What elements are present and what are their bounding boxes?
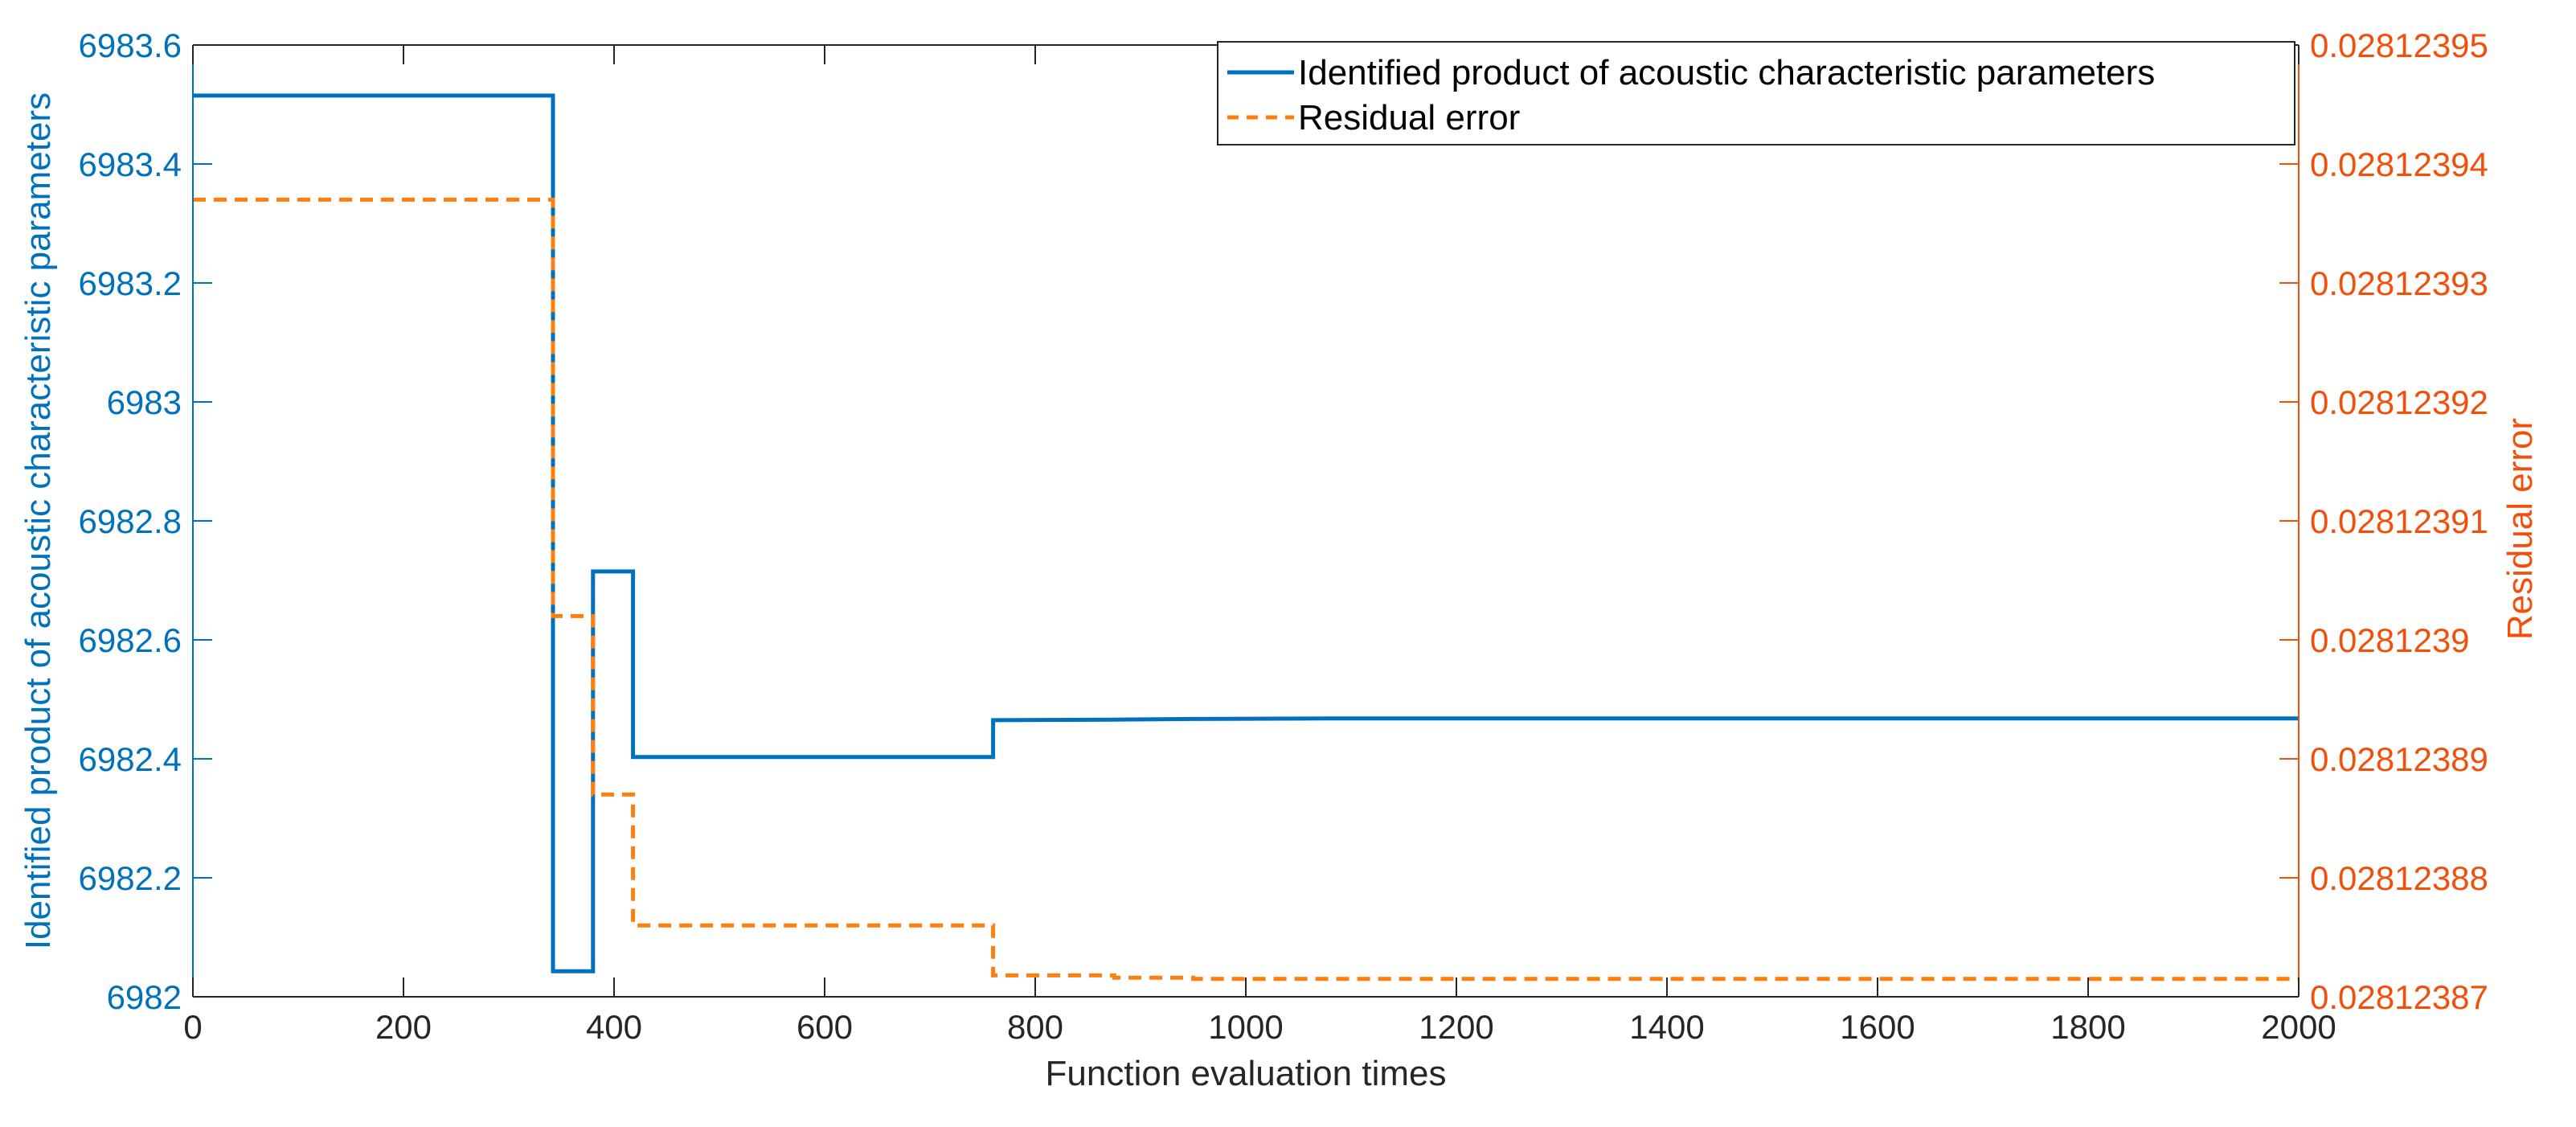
legend-box xyxy=(1217,41,2295,145)
left-y-tick-label: 6982.2 xyxy=(79,859,182,897)
left-y-axis: 6982 6982.2 6982.4 6982.6 6982.8 6983 6983.2 69… xyxy=(79,27,212,1016)
left-y-tick-label: 6982 xyxy=(107,978,182,1016)
legend-label-identified-product: Identified product of acoustic character… xyxy=(1298,53,2155,92)
right-y-tick-label: 0.02812389 xyxy=(2310,740,2488,778)
right-y-tick-label: 0.0281239 xyxy=(2310,621,2470,659)
right-y-tick-label: 0.02812387 xyxy=(2310,978,2488,1016)
x-tick-label: 2000 xyxy=(2261,1008,2336,1046)
x-tick-label: 800 xyxy=(1007,1008,1063,1046)
legend-label-residual-error: Residual error xyxy=(1298,98,1520,137)
series-layer xyxy=(193,93,2299,982)
right-y-tick-label: 0.02812395 xyxy=(2310,27,2488,64)
right-y-axis: 0.02812387 0.02812388 0.02812389 0.0281239 0… xyxy=(2279,27,2488,1016)
x-axis: 0 200 400 600 800 1000 1200 1400 1600 1800 2000 xyxy=(183,44,2336,1046)
x-tick-label: 1000 xyxy=(1208,1008,1283,1046)
series-line-identified-product xyxy=(193,93,2299,973)
left-y-tick-label: 6982.6 xyxy=(79,621,182,659)
right-y-tick-label: 0.02812394 xyxy=(2310,145,2488,183)
plot-area xyxy=(193,45,2299,997)
left-y-tick-label: 6983 xyxy=(107,383,182,421)
x-tick-label: 200 xyxy=(375,1008,432,1046)
x-tick-label: 600 xyxy=(797,1008,853,1046)
left-y-axis-label: Identified product of acoustic character… xyxy=(18,92,58,949)
right-y-tick-label: 0.02812392 xyxy=(2310,383,2488,421)
series-line-residual-error xyxy=(193,197,2299,982)
left-y-tick-label: 6983.2 xyxy=(79,264,182,302)
right-y-tick-label: 0.02812393 xyxy=(2310,264,2488,302)
left-y-tick-label: 6983.4 xyxy=(79,145,182,183)
legend: Identified product of acoustic character… xyxy=(1217,41,2295,145)
left-y-tick-label: 6983.6 xyxy=(79,27,182,64)
x-axis-label: Function evaluation times xyxy=(1046,1054,1447,1093)
left-y-tick-label: 6982.4 xyxy=(79,740,182,778)
x-tick-label: 1600 xyxy=(1840,1008,1915,1046)
right-y-axis-label: Residual error xyxy=(2500,418,2540,640)
left-y-tick-label: 6982.8 xyxy=(79,502,182,540)
x-tick-label: 0 xyxy=(183,1008,202,1046)
x-tick-label: 1400 xyxy=(1629,1008,1704,1046)
right-y-tick-label: 0.02812388 xyxy=(2310,859,2488,897)
x-tick-label: 400 xyxy=(586,1008,642,1046)
x-tick-label: 1800 xyxy=(2050,1008,2125,1046)
x-tick-label: 1200 xyxy=(1419,1008,1493,1046)
right-y-tick-label: 0.02812391 xyxy=(2310,502,2488,540)
